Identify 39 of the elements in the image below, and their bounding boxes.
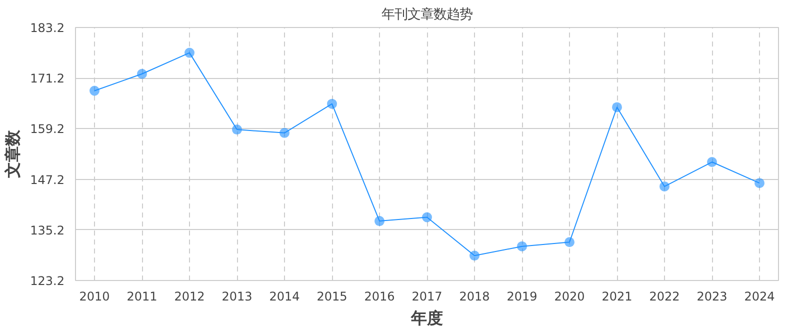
x-tick-label: 2016 xyxy=(364,290,395,304)
y-tick-label: 159.2 xyxy=(30,122,65,136)
point xyxy=(280,128,290,138)
point xyxy=(470,250,480,261)
x-tick-label: 2021 xyxy=(602,290,632,304)
point xyxy=(564,237,574,248)
point xyxy=(517,241,527,252)
x-tick-label: 2018 xyxy=(459,290,490,304)
point xyxy=(327,98,337,109)
x-tick-label: 2017 xyxy=(412,290,442,304)
x-tick-label: 2019 xyxy=(506,290,538,304)
point xyxy=(612,102,622,112)
x-tick-label: 2010 xyxy=(79,290,110,304)
point xyxy=(184,48,194,58)
x-tick-label: 2014 xyxy=(269,290,300,304)
point xyxy=(232,124,242,135)
y-tick-label: 147.2 xyxy=(30,172,65,187)
x-tick-label: 2022 xyxy=(649,290,680,304)
x-tick-label: 2012 xyxy=(174,290,205,304)
y-tick-label: 123.2 xyxy=(30,274,65,288)
x-tick-label: 2011 xyxy=(126,290,158,304)
point xyxy=(660,181,670,192)
point xyxy=(707,157,717,167)
y-axis-title: 文章数 xyxy=(3,129,22,179)
x-tick-label: 2024 xyxy=(744,290,775,304)
x-tick-label: 2020 xyxy=(554,290,585,304)
x-tick-label: 2015 xyxy=(316,290,348,304)
y-tick-label: 135.2 xyxy=(30,223,65,238)
y-tick-label: 171.2 xyxy=(30,72,65,86)
point xyxy=(90,86,100,96)
x-tick-label: 2023 xyxy=(696,290,728,304)
x-tick-label: 2013 xyxy=(222,290,252,304)
point xyxy=(137,68,147,79)
y-tick-label: 183.2 xyxy=(30,21,65,35)
x-axis-title: 年度 xyxy=(410,308,443,328)
point xyxy=(374,216,384,226)
point xyxy=(754,178,764,188)
point xyxy=(422,212,432,222)
chart-title: 年刊文章数趋势 xyxy=(382,8,472,22)
